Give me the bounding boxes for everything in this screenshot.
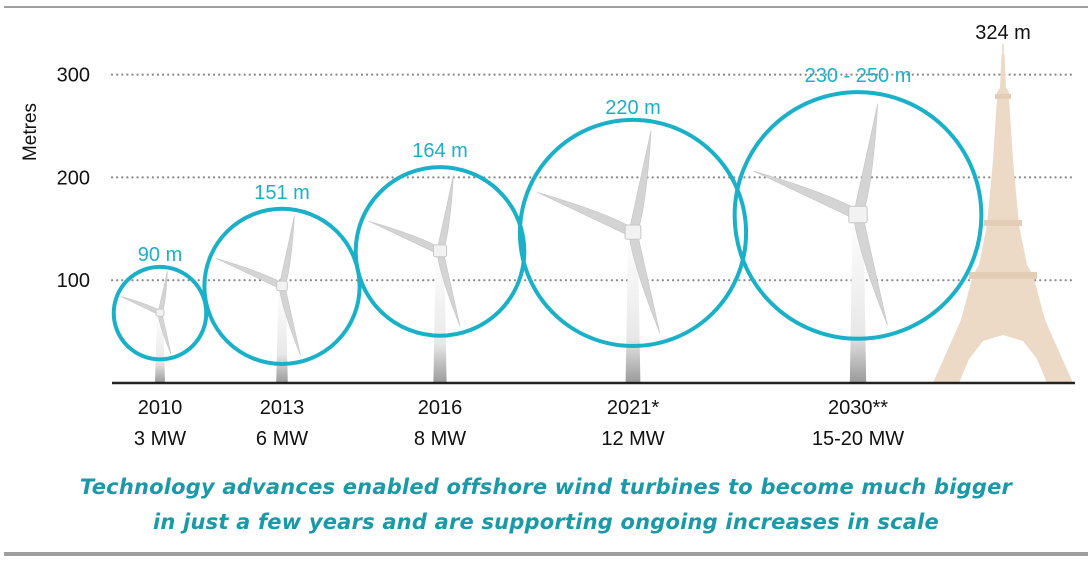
turbine-blade — [436, 250, 461, 327]
top-rule — [4, 6, 1088, 8]
year-label: 2016 — [418, 397, 463, 419]
turbine-2: 164 m 2016 8 MW — [353, 140, 527, 450]
rotor-diameter-label: 220 m — [605, 97, 661, 119]
capacity-label: 8 MW — [414, 428, 466, 450]
capacity-label: 15-20 MW — [812, 428, 904, 450]
rotor-diameter-circle — [732, 90, 984, 341]
turbine-blade — [436, 174, 454, 253]
turbine-blade — [753, 170, 861, 221]
turbine-4: 230 - 250 m 2030** 15-20 MW — [732, 65, 984, 450]
turbine-blade — [157, 271, 168, 314]
turbine-3: 220 m 2021* 12 MW — [517, 97, 749, 450]
turbine-blade — [628, 231, 661, 334]
y-tick-label: 100 — [57, 270, 90, 292]
turbine-nacelle — [624, 224, 642, 240]
rotor-diameter-circle — [111, 264, 209, 362]
y-tick-label: 300 — [57, 65, 90, 87]
eiffel-tower-second-platform — [984, 219, 1022, 226]
turbine-blade — [120, 296, 162, 316]
year-label: 2021* — [607, 397, 659, 419]
capacity-label: 3 MW — [134, 428, 186, 450]
turbine-blade — [853, 213, 888, 326]
year-label: 2030** — [828, 397, 888, 419]
rotor-diameter-circle — [517, 117, 749, 348]
y-tick-label: 200 — [57, 167, 90, 189]
year-label: 2010 — [138, 397, 183, 419]
caption-line-2: in just a few years and are supporting o… — [153, 510, 939, 534]
eiffel-tower-antenna — [1002, 43, 1004, 56]
turbine-nacelle — [155, 308, 165, 317]
eiffel-tower-top-platform — [995, 93, 1011, 99]
turbine-1: 151 m 2013 6 MW — [202, 182, 362, 450]
bottom-rule — [4, 552, 1088, 556]
turbine-blade — [278, 215, 295, 288]
turbine-nacelle — [276, 280, 288, 292]
turbine-blade — [537, 191, 636, 238]
turbine-tower — [849, 215, 867, 383]
rotor-diameter-label: 151 m — [254, 182, 310, 204]
turbine-blade — [157, 312, 172, 355]
turbine-blade — [216, 258, 284, 290]
turbine-nacelle — [432, 244, 448, 258]
turbine-0: 90 m 2010 3 MW — [111, 244, 209, 450]
rotor-diameter-label: 230 - 250 m — [805, 65, 912, 87]
turbine-blade — [853, 103, 879, 217]
rotor-diameter-circle — [202, 206, 362, 366]
eiffel-tower — [933, 43, 1073, 383]
capacity-label: 6 MW — [256, 428, 308, 450]
rotor-diameter-label: 90 m — [138, 244, 182, 266]
eiffel-tower-height-label: 324 m — [975, 22, 1031, 44]
capacity-label: 12 MW — [601, 428, 664, 450]
eiffel-tower-silhouette — [933, 53, 1073, 383]
turbine-blade — [368, 220, 442, 255]
year-label: 2013 — [260, 397, 305, 419]
rotor-diameter-label: 164 m — [412, 140, 468, 162]
turbine-size-chart: Metres 100 200 300 324 m 90 m 2010 3 MW 151 m 201… — [20, 22, 1077, 450]
turbine-blade — [278, 285, 301, 356]
eiffel-tower-first-platform — [969, 271, 1037, 279]
turbine-tower — [433, 251, 447, 383]
caption-line-1: Technology advances enabled offshore win… — [79, 475, 1013, 499]
turbine-blade — [628, 130, 652, 234]
rotor-diameter-circle — [353, 165, 527, 338]
y-axis-label: Metres — [20, 103, 41, 161]
turbine-nacelle — [848, 205, 868, 224]
